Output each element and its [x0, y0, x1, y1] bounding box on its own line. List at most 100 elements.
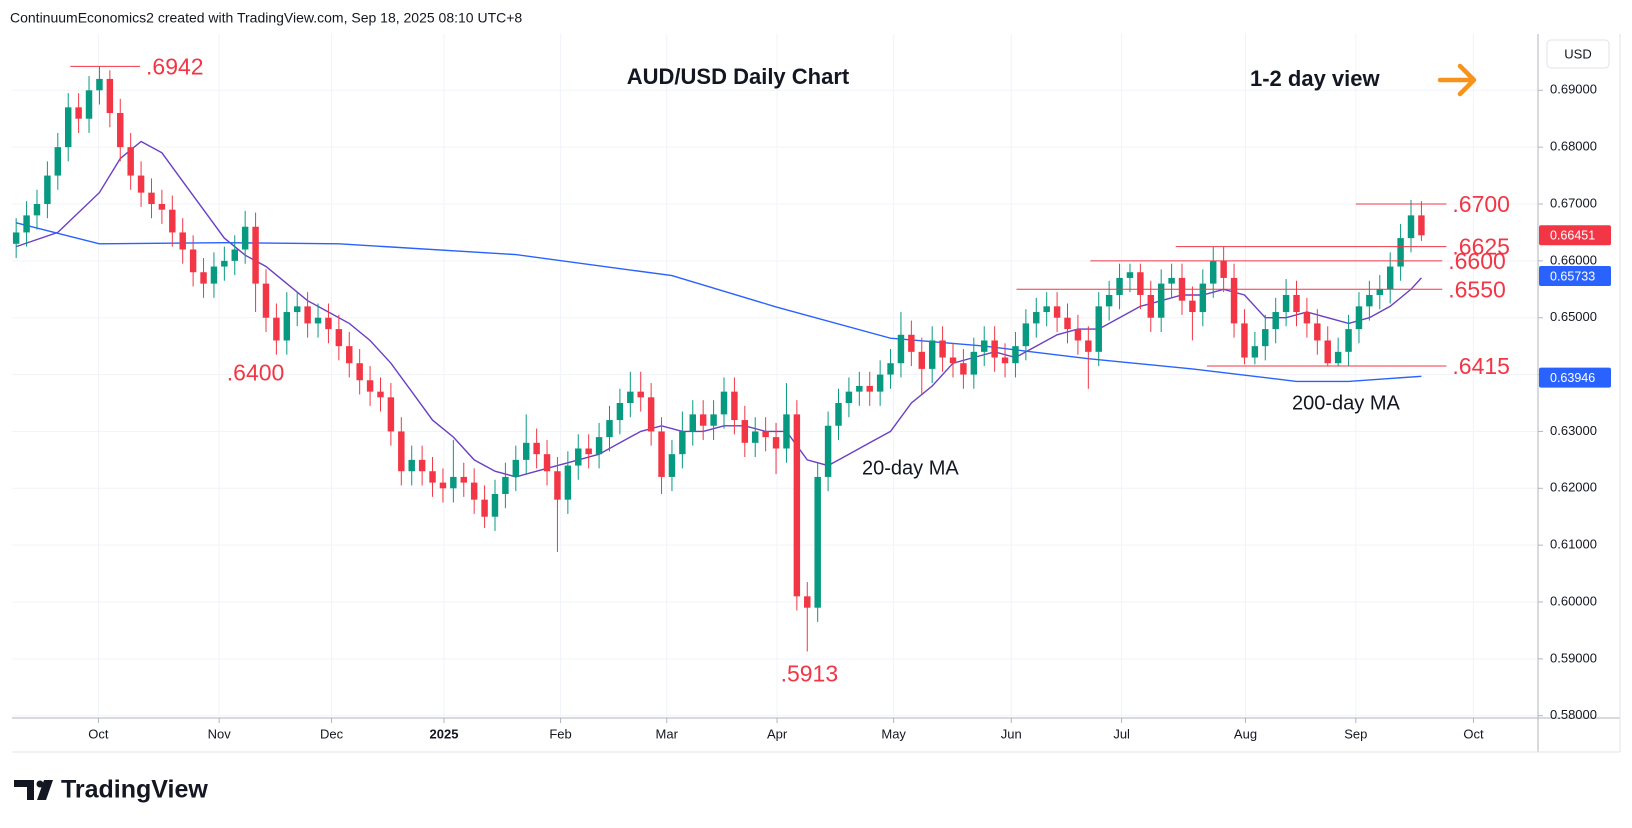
candle-body — [314, 317, 322, 324]
candle-body — [835, 403, 842, 426]
candle-body — [658, 431, 665, 477]
candle-body — [647, 397, 655, 432]
plot-area — [12, 65, 1447, 652]
arrow — [1437, 63, 1477, 97]
logo-text: TradingView — [61, 776, 208, 804]
candle-body — [699, 414, 707, 426]
candle-body — [85, 90, 93, 119]
candle-body — [1189, 300, 1196, 313]
candle-body — [1105, 294, 1113, 307]
candle-body — [12, 232, 20, 244]
x-tick-label: Oct — [1463, 726, 1484, 741]
candle-body — [75, 107, 82, 119]
candle-body — [377, 391, 384, 398]
candle-body — [856, 385, 863, 392]
candle-body — [1303, 312, 1311, 324]
level-label: .6415 — [1452, 353, 1510, 379]
candle-body — [241, 226, 249, 250]
candle-body — [491, 493, 499, 517]
candle-body — [221, 260, 228, 267]
candle-body — [33, 204, 41, 216]
x-tick-label: May — [881, 726, 906, 741]
level-label: .6600 — [1448, 248, 1506, 274]
candle-body — [1033, 312, 1040, 324]
x-tick-label: Apr — [767, 726, 788, 741]
candle-body — [783, 414, 790, 449]
x-tick-label: Aug — [1234, 726, 1257, 741]
candle-body — [387, 397, 395, 432]
candle-body — [158, 204, 166, 210]
candle-body — [1241, 323, 1248, 358]
candle-body — [44, 175, 51, 205]
candle-body — [772, 437, 780, 449]
header-text: ContinuumEconomics2 created with Trading… — [10, 10, 522, 26]
candle-body — [970, 351, 978, 375]
candle-body — [741, 420, 749, 443]
candle-body — [273, 317, 280, 341]
candle-body — [866, 385, 873, 392]
candle-body — [564, 465, 572, 500]
candle-body — [533, 442, 540, 455]
candle-body — [804, 596, 811, 608]
candle-body — [845, 391, 853, 404]
candle-body — [293, 306, 301, 313]
x-tick-label: 2025 — [430, 726, 459, 741]
currency-button[interactable] — [1546, 39, 1610, 69]
ma-label: 20-day MA — [862, 457, 959, 479]
y-tick-label: 0.65000 — [1550, 309, 1597, 324]
candle-body — [398, 431, 405, 472]
annotation: .6400 — [227, 360, 285, 386]
currency[interactable]: USD — [1564, 46, 1591, 61]
candle-body — [1220, 260, 1227, 278]
candle-body — [991, 340, 998, 358]
candle-body — [710, 414, 717, 426]
candle-body — [689, 414, 696, 432]
candle-body — [637, 391, 644, 398]
y-tick-label: 0.62000 — [1550, 480, 1597, 495]
candle-body — [627, 391, 634, 404]
candle-body — [429, 471, 436, 483]
candle-body — [1012, 346, 1019, 364]
candle-body — [1314, 323, 1321, 341]
candle-body — [876, 374, 884, 392]
candle-body — [200, 272, 207, 284]
candle-body — [1043, 306, 1050, 313]
candle-body — [283, 312, 291, 341]
y-tick-label: 0.68000 — [1550, 139, 1597, 154]
candle-body — [189, 249, 197, 273]
price-label-box — [1539, 225, 1611, 246]
chart-subtitle: 1-2 day view — [1250, 66, 1381, 91]
candle-body — [928, 340, 936, 369]
candle-body — [751, 431, 759, 443]
candle-body — [1230, 277, 1238, 324]
candle-body — [502, 476, 509, 494]
candle-body — [1147, 294, 1155, 318]
candle-body — [1397, 238, 1404, 267]
x-tick-label: Jul — [1113, 726, 1130, 741]
y-tick-label: 0.59000 — [1550, 650, 1597, 665]
candle-body — [595, 437, 603, 455]
candle-body — [585, 448, 592, 455]
candle-body — [117, 113, 124, 148]
candle-body — [1168, 277, 1175, 284]
candle-body — [356, 363, 363, 381]
annotation: .5913 — [781, 661, 839, 687]
candle-body — [543, 454, 551, 472]
logo-mark — [37, 780, 53, 800]
price-label-box — [1539, 266, 1611, 287]
candle-body — [1116, 277, 1123, 295]
candle-body — [1074, 329, 1082, 341]
candle-body — [179, 232, 186, 250]
candle-body — [720, 391, 728, 415]
candle-body — [304, 306, 311, 324]
candle-body — [897, 334, 905, 364]
candle-body — [252, 226, 259, 284]
candle-body — [418, 459, 426, 472]
x-tick-label: Oct — [88, 726, 109, 741]
candle-body — [980, 340, 988, 352]
candle-body — [731, 391, 738, 421]
candle-body — [1199, 283, 1207, 313]
y-tick-label: 0.61000 — [1550, 537, 1597, 552]
